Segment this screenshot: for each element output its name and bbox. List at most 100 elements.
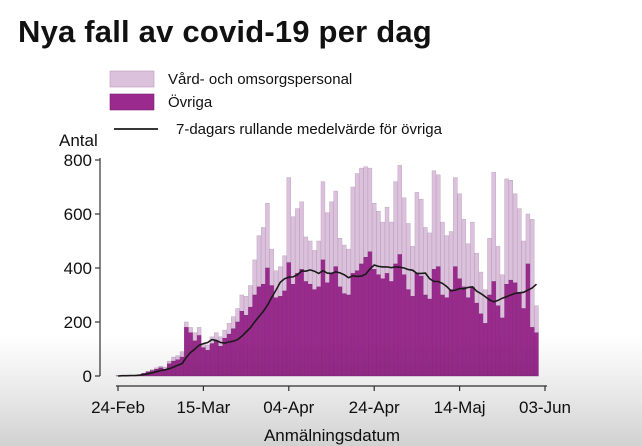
x-tick-label: 15-Mar — [176, 398, 230, 417]
bar-other — [248, 306, 253, 377]
bar-staff — [474, 252, 479, 304]
bar-other — [184, 327, 189, 377]
bar-staff — [521, 240, 526, 309]
legend-label-line: 7-dagars rullande medelvärde för övriga — [176, 121, 443, 138]
bar-staff — [419, 198, 424, 277]
bar-staff — [367, 167, 373, 253]
bar-other — [410, 296, 415, 377]
bar-staff — [205, 344, 210, 351]
bar-staff — [184, 321, 189, 328]
bar-other — [359, 263, 364, 377]
chart-title: Nya fall av covid-19 per dag — [18, 14, 432, 49]
bar-staff — [329, 201, 334, 274]
bar-other — [393, 263, 398, 377]
x-tick-label: 24-Feb — [91, 398, 145, 417]
bar-other — [175, 359, 180, 377]
bar-staff — [196, 327, 202, 336]
bar-other — [504, 284, 509, 377]
bar-staff — [397, 165, 402, 255]
bar-staff — [448, 231, 454, 290]
bar-staff — [192, 332, 198, 342]
bar-staff — [179, 351, 185, 358]
bar-staff — [342, 244, 347, 294]
bar-staff — [423, 227, 428, 296]
bar-staff — [363, 166, 368, 258]
bar-staff — [384, 207, 390, 274]
bar-staff — [350, 186, 356, 274]
bar-other — [401, 274, 407, 377]
bar-other — [512, 282, 518, 377]
bar-other — [261, 284, 266, 377]
bar-staff — [316, 240, 321, 288]
bar-staff — [453, 177, 458, 267]
bar-other — [500, 317, 505, 377]
bar-other — [350, 273, 356, 377]
bar-other — [214, 340, 219, 377]
bar-staff — [222, 329, 227, 339]
bar-staff — [286, 177, 291, 263]
bar-other — [483, 323, 488, 377]
bar-other — [201, 347, 206, 377]
bar-staff — [158, 366, 163, 369]
x-tick-label: 03-Jun — [519, 398, 571, 417]
bar-staff — [517, 208, 522, 293]
legend-label-staff: Vård- och omsorgspersonal — [168, 71, 352, 88]
bar-other — [427, 298, 432, 377]
bar-other — [470, 286, 475, 377]
bar-other — [423, 294, 428, 377]
bar-other — [192, 340, 198, 377]
bar-staff — [500, 274, 505, 319]
bar-staff — [508, 180, 514, 281]
bar-other — [444, 297, 449, 377]
bar-staff — [231, 316, 236, 329]
bar-other — [333, 266, 338, 377]
bar-staff — [359, 167, 364, 265]
bar-other — [384, 273, 390, 377]
legend-swatch-staff — [109, 70, 155, 88]
bar-staff — [333, 190, 338, 267]
bar-other — [530, 327, 535, 377]
bar-other — [226, 333, 232, 377]
bar-other — [534, 332, 539, 377]
bar-staff — [491, 171, 496, 282]
y-axis-label: Antal — [59, 131, 98, 150]
bar-staff — [171, 356, 176, 362]
y-tick-label: 600 — [64, 205, 92, 224]
bar-other — [307, 284, 313, 377]
bar-other — [487, 294, 492, 377]
bar-other — [440, 294, 445, 377]
bar-other — [414, 273, 420, 377]
bar-staff — [487, 238, 492, 296]
bar-other — [517, 292, 522, 377]
bar-other — [376, 274, 381, 377]
bar-other — [218, 346, 223, 377]
bar-other — [329, 273, 334, 377]
y-tick-label: 0 — [83, 367, 92, 386]
bar-other — [278, 296, 283, 377]
bar-staff — [427, 232, 432, 300]
bar-other — [316, 286, 321, 377]
bar-other — [363, 257, 368, 377]
bar-staff — [393, 181, 398, 265]
bar-staff — [320, 181, 326, 261]
bar-staff — [401, 197, 407, 275]
bar-other — [312, 289, 317, 377]
bar-staff — [525, 213, 531, 265]
bar-other — [508, 279, 514, 377]
bar-other — [222, 338, 227, 377]
bar-other — [205, 350, 210, 377]
bar-other — [320, 259, 326, 377]
bar-other — [448, 289, 454, 377]
bar-other — [209, 343, 215, 377]
bar-other — [252, 294, 257, 377]
bar-staff — [457, 193, 462, 280]
bar-staff — [235, 308, 240, 323]
bar-other — [337, 286, 343, 377]
bar-other — [286, 262, 291, 377]
bar-staff — [282, 255, 287, 292]
bar-staff — [389, 221, 394, 282]
bar-other — [419, 275, 424, 377]
bar-staff — [512, 193, 518, 284]
bar-other — [495, 305, 501, 377]
bar-staff — [372, 202, 377, 270]
